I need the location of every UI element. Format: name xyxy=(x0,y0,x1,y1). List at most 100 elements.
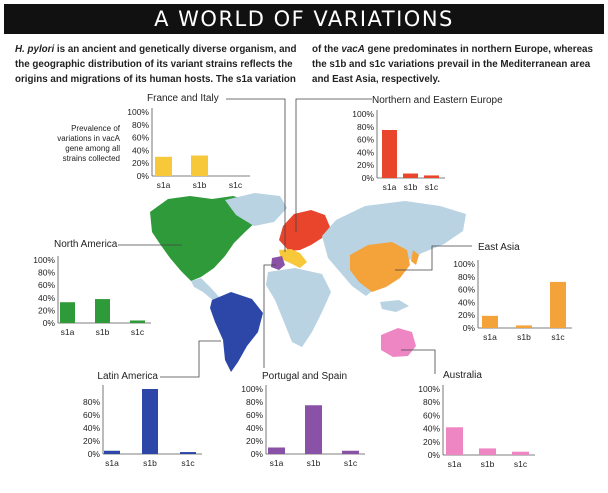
australia-ytick-label: 40% xyxy=(423,424,440,434)
portugal-and-spain-ytick-label: 0% xyxy=(251,449,264,459)
france-and-italy-ytick-label: 20% xyxy=(132,158,149,168)
east-asia-ytick-label: 60% xyxy=(458,285,475,295)
portugal-and-spain-title: Portugal and Spain xyxy=(262,371,347,382)
portugal-and-spain-ytick-label: 100% xyxy=(241,384,263,394)
portugal-and-spain-bar-s1b xyxy=(305,405,322,454)
gene-name: vacA xyxy=(341,44,365,55)
iberia-shape xyxy=(271,256,285,270)
northern-europe-shape xyxy=(279,210,330,251)
north-america-bar-s1b xyxy=(95,299,110,323)
east-asia-bar-s1a xyxy=(482,315,498,328)
france-and-italy-ytick-label: 0% xyxy=(137,171,150,181)
france-and-italy-x-label: s1b xyxy=(193,180,207,190)
portugal-and-spain-x-label: s1a xyxy=(270,458,284,468)
north-america-ytick-label: 80% xyxy=(38,268,55,278)
connector-east-asia xyxy=(395,245,472,271)
australia-ytick-label: 60% xyxy=(423,410,440,420)
north-america-ytick-label: 60% xyxy=(38,280,55,290)
northern-and-eastern-europe-x-label: s1c xyxy=(425,182,439,192)
portugal-and-spain-ytick-label: 40% xyxy=(246,423,263,433)
africa-shape xyxy=(266,268,331,347)
east-asia-x-label: s1c xyxy=(551,332,565,342)
east-asia-chart: East Asia 0% 20% 40% 60% 80% 100% s1a s1b s1c xyxy=(453,242,572,342)
axis-note-line: variations in vacA xyxy=(57,134,120,143)
axis-note: Prevalence of variations in vacA gene am… xyxy=(57,124,120,163)
australia-ytick-label: 20% xyxy=(423,437,440,447)
australia-bar-s1a xyxy=(446,427,463,455)
world-map xyxy=(150,193,466,372)
france-and-italy-ytick-label: 100% xyxy=(127,107,149,117)
portugal-and-spain-ytick-label: 80% xyxy=(246,397,263,407)
france-and-italy-ytick-label: 80% xyxy=(132,120,149,130)
latin-america-chart: Latin America 0% 20% 40% 60% 80% s1a s1b s1c xyxy=(83,371,202,468)
australia-ytick-label: 100% xyxy=(418,384,440,394)
northern-and-eastern-europe-ytick-label: 100% xyxy=(352,109,374,119)
greenland-shape xyxy=(225,193,287,226)
north-america-ytick-label: 0% xyxy=(43,318,56,328)
north-america-shape xyxy=(150,196,262,281)
france-and-italy-ytick-label: 60% xyxy=(132,133,149,143)
portugal-and-spain-ytick-label: 60% xyxy=(246,410,263,420)
east-asia-ytick-label: 80% xyxy=(458,272,475,282)
east-asia-title: East Asia xyxy=(478,242,520,253)
intro-right: of the vacA gene predominates in norther… xyxy=(312,42,597,87)
portugal-and-spain-chart: Portugal and Spain 0% 20% 40% 60% 80% 100% s1a s… xyxy=(241,371,365,468)
north-america-x-label: s1a xyxy=(61,327,75,337)
latin-america-ytick-label: 60% xyxy=(83,410,100,420)
france-and-italy-title: France and Italy xyxy=(147,93,219,104)
intro-left: H. pylori is an ancient and genetically … xyxy=(15,42,298,87)
northern-and-eastern-europe-bar-s1b xyxy=(403,173,418,178)
australia-ytick-label: 0% xyxy=(428,450,441,460)
portugal-and-spain-bar-s1a xyxy=(268,447,285,454)
france-italy-shape xyxy=(279,249,307,268)
connector-portugal xyxy=(263,264,276,368)
australia-x-label: s1a xyxy=(448,459,462,469)
northern-and-eastern-europe-bar-s1a xyxy=(382,130,397,178)
east-asia-shape xyxy=(350,242,410,292)
latin-america-ytick-label: 20% xyxy=(83,436,100,446)
north-america-bar-s1c xyxy=(130,320,145,323)
northern-and-eastern-europe-x-label: s1b xyxy=(404,182,418,192)
france-and-italy-chart: France and Italy 0% 20% 40% 60% 80% 100% s1a s1b… xyxy=(127,93,250,190)
connector-latin-america xyxy=(160,340,221,378)
australia-x-label: s1c xyxy=(514,459,528,469)
east-asia-x-label: s1b xyxy=(517,332,531,342)
northern-and-eastern-europe-chart: Northern and Eastern Europe 0% 20% 40% 60% 80… xyxy=(352,95,503,192)
east-asia-ytick-label: 40% xyxy=(458,297,475,307)
north-america-chart: North America 0% 20% 40% 60% 80% 100% s1a s1b s1c xyxy=(33,239,151,337)
connector-lines xyxy=(118,98,472,378)
france-and-italy-x-label: s1a xyxy=(157,180,171,190)
australia-ytick-label: 80% xyxy=(423,397,440,407)
portugal-and-spain-ytick-label: 20% xyxy=(246,436,263,446)
central-america-shape xyxy=(191,278,220,301)
northern-and-eastern-europe-ytick-label: 60% xyxy=(357,135,374,145)
northern-and-eastern-europe-x-label: s1a xyxy=(383,182,397,192)
latin-america-ytick-label: 0% xyxy=(88,449,101,459)
latin-america-ytick-label: 40% xyxy=(83,423,100,433)
northern-and-eastern-europe-title: Northern and Eastern Europe xyxy=(372,95,503,106)
northern-and-eastern-europe-ytick-label: 0% xyxy=(362,173,375,183)
east-asia-bar-s1b xyxy=(516,325,532,328)
portugal-and-spain-x-label: s1c xyxy=(344,458,358,468)
latin-america-x-label: s1a xyxy=(105,458,119,468)
axis-note-line: gene among all xyxy=(65,144,120,153)
east-asia-ytick-label: 20% xyxy=(458,310,475,320)
intro-right-text-a: of the xyxy=(312,44,342,55)
page-title: A WORLD OF VARIATIONS xyxy=(154,7,454,31)
axis-note-line: Prevalence of xyxy=(71,124,121,133)
portugal-and-spain-bar-s1c xyxy=(342,450,359,454)
northern-and-eastern-europe-ytick-label: 40% xyxy=(357,147,374,157)
axis-note-line: strains collected xyxy=(63,154,120,163)
france-and-italy-ytick-label: 40% xyxy=(132,145,149,155)
latin-america-shape xyxy=(210,292,263,372)
france-and-italy-bar-s1b xyxy=(191,155,208,176)
australia-shape xyxy=(381,328,416,357)
north-america-bar-s1a xyxy=(60,302,75,323)
bar-charts: France and Italy 0% 20% 40% 60% 80% 100% s1a s1b… xyxy=(33,93,572,469)
latin-america-title: Latin America xyxy=(97,371,158,382)
latin-america-ytick-label: 80% xyxy=(83,397,100,407)
northern-and-eastern-europe-ytick-label: 80% xyxy=(357,122,374,132)
intro-left-text: is an ancient and genetically diverse or… xyxy=(15,44,297,85)
